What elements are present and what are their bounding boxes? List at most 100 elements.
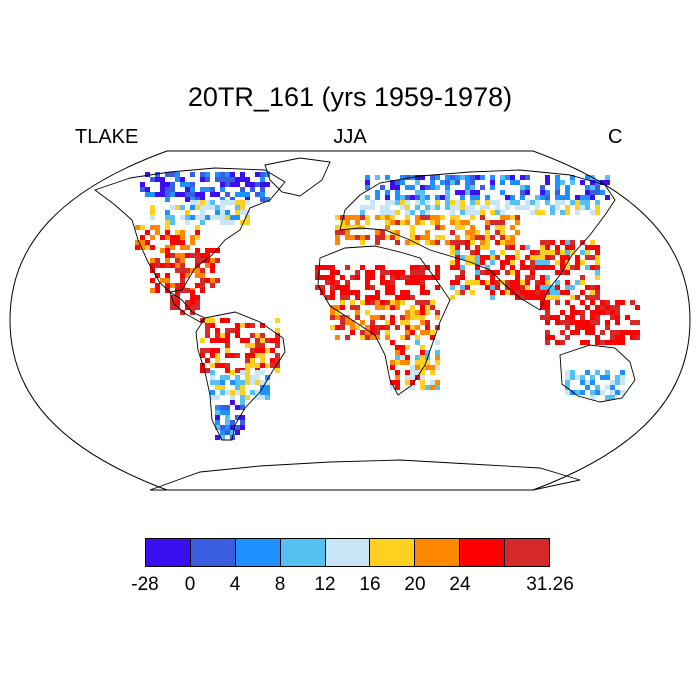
grid-cell — [415, 310, 420, 315]
grid-cell — [225, 215, 230, 220]
grid-cell — [415, 280, 420, 285]
grid-cell — [265, 338, 270, 343]
grid-cell — [415, 340, 420, 345]
grid-cell — [445, 195, 450, 200]
grid-cell — [360, 265, 365, 270]
grid-cell — [435, 235, 440, 240]
grid-cell — [525, 280, 530, 285]
grid-cell — [405, 295, 410, 300]
colorbar-tick-label: -28 — [131, 574, 159, 595]
grid-cell — [555, 280, 560, 285]
grid-cell — [270, 363, 275, 368]
grid-cell — [215, 410, 220, 415]
grid-cell — [415, 325, 420, 330]
grid-cell — [550, 250, 555, 255]
grid-cell — [430, 335, 435, 340]
grid-cell — [415, 265, 420, 270]
grid-cell — [480, 235, 485, 240]
grid-cell — [375, 325, 380, 330]
grid-cell — [250, 348, 255, 353]
grid-cell — [485, 235, 490, 240]
grid-cell — [230, 425, 235, 430]
grid-cell — [445, 205, 450, 210]
grid-cell — [225, 415, 230, 420]
grid-cell — [215, 258, 220, 263]
grid-cell — [175, 253, 180, 258]
colorbar-swatch — [280, 539, 326, 566]
grid-cell — [510, 280, 515, 285]
grid-cell — [600, 375, 605, 380]
grid-cell — [580, 195, 585, 200]
grid-cell — [495, 225, 500, 230]
grid-cell — [200, 200, 205, 205]
grid-cell — [450, 175, 455, 180]
grid-cell — [350, 235, 355, 240]
grid-cell — [580, 325, 585, 330]
grid-cell — [510, 195, 515, 200]
grid-cell — [560, 200, 565, 205]
grid-cell — [335, 285, 340, 290]
grid-cell — [225, 390, 230, 395]
grid-cell — [455, 275, 460, 280]
grid-cell — [490, 260, 495, 265]
grid-cell — [365, 205, 370, 210]
grid-cell — [390, 215, 395, 220]
grid-cell — [415, 300, 420, 305]
grid-cell — [260, 363, 265, 368]
grid-cell — [345, 280, 350, 285]
grid-cell — [385, 280, 390, 285]
grid-cell — [395, 220, 400, 225]
grid-cell — [535, 285, 540, 290]
grid-cell — [590, 315, 595, 320]
grid-cell — [205, 187, 210, 192]
grid-cell — [390, 290, 395, 295]
grid-cell — [385, 205, 390, 210]
grid-cell — [455, 235, 460, 240]
grid-cell — [545, 285, 550, 290]
grid-cell — [465, 175, 470, 180]
grid-cell — [210, 348, 215, 353]
grid-cell — [515, 295, 520, 300]
grid-cell — [615, 340, 620, 345]
grid-cell — [520, 285, 525, 290]
grid-cell — [380, 270, 385, 275]
grid-cell — [260, 323, 265, 328]
grid-cell — [190, 253, 195, 258]
grid-cell — [470, 185, 475, 190]
grid-cell — [525, 200, 530, 205]
grid-cell — [550, 255, 555, 260]
grid-cell — [395, 180, 400, 185]
grid-cell — [390, 380, 395, 385]
grid-cell — [235, 205, 240, 210]
grid-cell — [320, 265, 325, 270]
grid-cell — [510, 200, 515, 205]
grid-cell — [250, 358, 255, 363]
grid-cell — [595, 185, 600, 190]
grid-cell — [220, 187, 225, 192]
grid-cell — [465, 230, 470, 235]
grid-cell — [515, 250, 520, 255]
grid-cell — [545, 190, 550, 195]
grid-cell — [365, 270, 370, 275]
grid-cell — [425, 300, 430, 305]
grid-cell — [265, 385, 270, 390]
grid-cell — [225, 210, 230, 215]
grid-cell — [195, 230, 200, 235]
grid-cell — [275, 363, 280, 368]
grid-cell — [160, 248, 165, 253]
grid-cell — [520, 290, 525, 295]
grid-cell — [595, 305, 600, 310]
grid-cell — [555, 320, 560, 325]
grid-cell — [215, 348, 220, 353]
greenland-outline — [264, 157, 331, 197]
grid-cell — [410, 185, 415, 190]
grid-cell — [360, 240, 365, 245]
grid-cell — [220, 182, 225, 187]
grid-cell — [200, 177, 205, 182]
grid-cell — [220, 380, 225, 385]
grid-cell — [540, 185, 545, 190]
grid-cell — [485, 255, 490, 260]
grid-cell — [450, 295, 455, 300]
grid-cell — [240, 420, 245, 425]
grid-cell — [230, 220, 235, 225]
